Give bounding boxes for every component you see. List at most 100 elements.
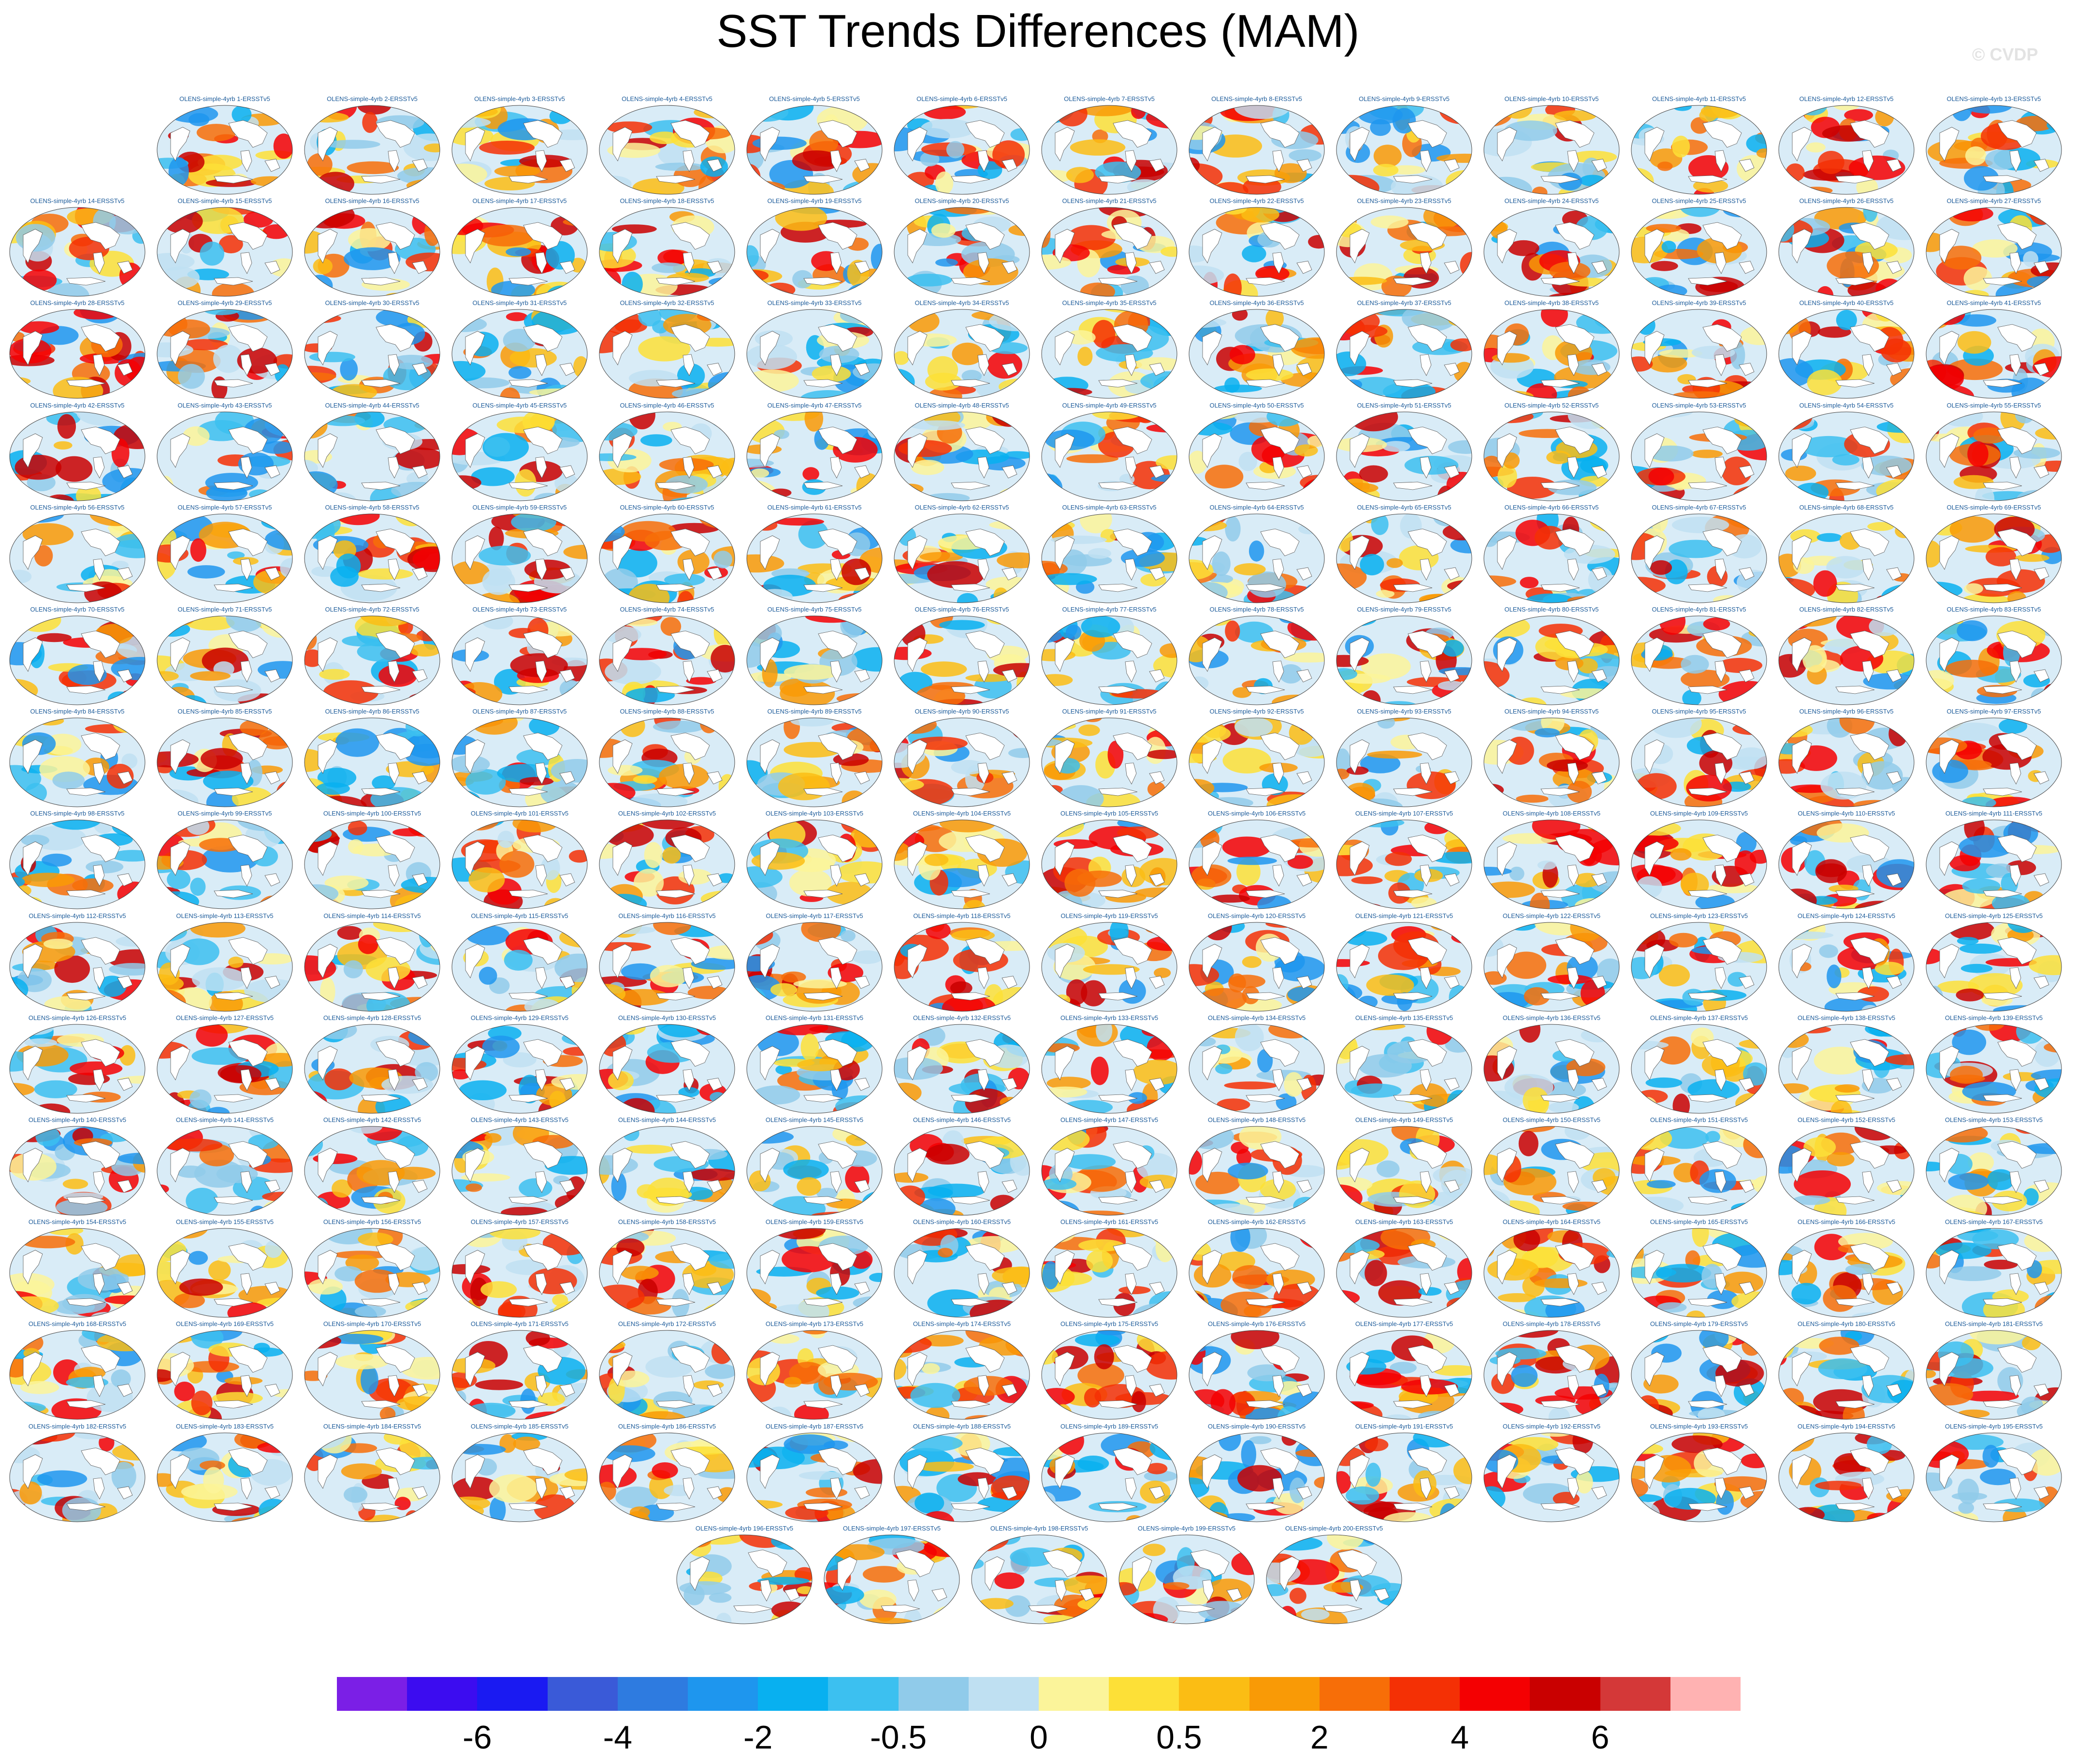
map-panel: OLENS-simple-4yrb 77-ERSSTv5 — [1037, 606, 1182, 707]
map-panel: OLENS-simple-4yrb 181-ERSSTv5 — [1921, 1320, 2066, 1422]
map-panel: OLENS-simple-4yrb 30-ERSSTv5 — [300, 299, 445, 401]
map-panel: OLENS-simple-4yrb 67-ERSSTv5 — [1626, 504, 1771, 605]
map-panel: OLENS-simple-4yrb 135-ERSSTv5 — [1332, 1014, 1477, 1116]
colorbar-box — [617, 1677, 688, 1711]
map-panel: OLENS-simple-4yrb 74-ERSSTv5 — [595, 606, 740, 707]
panel-title: OLENS-simple-4yrb 104-ERSSTv5 — [913, 810, 1011, 817]
panel-map — [451, 1432, 588, 1522]
map-panel: OLENS-simple-4yrb 35-ERSSTv5 — [1037, 299, 1182, 401]
panel-title: OLENS-simple-4yrb 66-ERSSTv5 — [1504, 503, 1599, 511]
colorbar-box — [477, 1677, 548, 1711]
panel-title: OLENS-simple-4yrb 37-ERSSTv5 — [1357, 299, 1452, 307]
colorbar-tick-label: 2 — [1310, 1719, 1329, 1756]
map-panel: OLENS-simple-4yrb 116-ERSSTv5 — [595, 912, 740, 1014]
map-panel: OLENS-simple-4yrb 99-ERSSTv5 — [152, 810, 297, 911]
map-panel: OLENS-simple-4yrb 34-ERSSTv5 — [889, 299, 1034, 401]
panel-map — [451, 819, 588, 909]
panel-map — [1336, 1126, 1472, 1216]
panel-map — [451, 615, 588, 705]
panel-title: OLENS-simple-4yrb 22-ERSSTv5 — [1209, 197, 1304, 205]
panel-map — [1483, 819, 1620, 909]
map-panel: OLENS-simple-4yrb 117-ERSSTv5 — [742, 912, 887, 1014]
panel-title: OLENS-simple-4yrb 42-ERSSTv5 — [30, 401, 125, 409]
panel-map — [304, 1228, 440, 1318]
panel-title: OLENS-simple-4yrb 165-ERSSTv5 — [1650, 1218, 1748, 1226]
panel-map — [599, 207, 735, 297]
panel-title: OLENS-simple-4yrb 25-ERSSTv5 — [1652, 197, 1746, 205]
panel-map — [894, 105, 1030, 195]
panel-title: OLENS-simple-4yrb 98-ERSSTv5 — [30, 810, 125, 817]
panel-map — [1189, 309, 1325, 399]
map-panel: OLENS-simple-4yrb 69-ERSSTv5 — [1921, 504, 2066, 605]
panel-title: OLENS-simple-4yrb 198-ERSSTv5 — [990, 1524, 1089, 1532]
colorbar-box — [1530, 1677, 1601, 1711]
panel-title: OLENS-simple-4yrb 99-ERSSTv5 — [177, 810, 272, 817]
panel-title: OLENS-simple-4yrb 24-ERSSTv5 — [1504, 197, 1599, 205]
map-panel: OLENS-simple-4yrb 87-ERSSTv5 — [447, 708, 592, 809]
panel-map — [451, 1126, 588, 1216]
panel-title: OLENS-simple-4yrb 7-ERSSTv5 — [1064, 95, 1155, 102]
panel-map — [1926, 105, 2062, 195]
panel-title: OLENS-simple-4yrb 96-ERSSTv5 — [1799, 708, 1894, 715]
panel-title: OLENS-simple-4yrb 188-ERSSTv5 — [913, 1422, 1011, 1430]
colorbar-box — [828, 1677, 899, 1711]
panel-map — [894, 1228, 1030, 1318]
map-panel: OLENS-simple-4yrb 72-ERSSTv5 — [300, 606, 445, 707]
panel-title: OLENS-simple-4yrb 141-ERSSTv5 — [175, 1116, 274, 1123]
map-panel: OLENS-simple-4yrb 92-ERSSTv5 — [1184, 708, 1329, 809]
map-panel: OLENS-simple-4yrb 76-ERSSTv5 — [889, 606, 1034, 707]
panel-title: OLENS-simple-4yrb 93-ERSSTv5 — [1357, 708, 1452, 715]
panel-map — [304, 819, 440, 909]
panel-map — [9, 513, 145, 603]
panel-map — [9, 615, 145, 705]
panel-map — [599, 717, 735, 807]
map-panel: OLENS-simple-4yrb 127-ERSSTv5 — [152, 1014, 297, 1116]
panel-title: OLENS-simple-4yrb 170-ERSSTv5 — [323, 1320, 421, 1328]
colorbar-box — [1109, 1677, 1179, 1711]
panel-title: OLENS-simple-4yrb 148-ERSSTv5 — [1207, 1116, 1306, 1123]
panel-map — [304, 1126, 440, 1216]
panel-map — [1336, 717, 1472, 807]
map-panel: OLENS-simple-4yrb 168-ERSSTv5 — [5, 1320, 150, 1422]
panel-map — [1336, 309, 1472, 399]
panel-map — [1336, 1330, 1472, 1420]
panel-map — [1189, 717, 1325, 807]
panel-title: OLENS-simple-4yrb 31-ERSSTv5 — [472, 299, 567, 307]
panel-title: OLENS-simple-4yrb 137-ERSSTv5 — [1650, 1014, 1748, 1021]
map-panel: OLENS-simple-4yrb 23-ERSSTv5 — [1332, 197, 1477, 299]
panel-title: OLENS-simple-4yrb 3-ERSSTv5 — [474, 95, 565, 102]
panel-title: OLENS-simple-4yrb 20-ERSSTv5 — [915, 197, 1009, 205]
map-panel: OLENS-simple-4yrb 98-ERSSTv5 — [5, 810, 150, 911]
panel-map — [676, 1534, 813, 1624]
panel-map — [451, 717, 588, 807]
map-panel: OLENS-simple-4yrb 58-ERSSTv5 — [300, 504, 445, 605]
panel-title: OLENS-simple-4yrb 86-ERSSTv5 — [325, 708, 420, 715]
map-panel: OLENS-simple-4yrb 143-ERSSTv5 — [447, 1116, 592, 1218]
map-panel: OLENS-simple-4yrb 139-ERSSTv5 — [1921, 1014, 2066, 1116]
panel-map — [9, 922, 145, 1012]
map-panel: OLENS-simple-4yrb 79-ERSSTv5 — [1332, 606, 1477, 707]
map-panel: OLENS-simple-4yrb 186-ERSSTv5 — [595, 1423, 740, 1524]
map-panel: OLENS-simple-4yrb 169-ERSSTv5 — [152, 1320, 297, 1422]
panel-map — [157, 1126, 293, 1216]
map-panel: OLENS-simple-4yrb 27-ERSSTv5 — [1921, 197, 2066, 299]
map-panel: OLENS-simple-4yrb 104-ERSSTv5 — [889, 810, 1034, 911]
panel-title: OLENS-simple-4yrb 49-ERSSTv5 — [1062, 401, 1157, 409]
map-panel: OLENS-simple-4yrb 137-ERSSTv5 — [1626, 1014, 1771, 1116]
panel-title: OLENS-simple-4yrb 13-ERSSTv5 — [1946, 95, 2041, 102]
panel-title: OLENS-simple-4yrb 55-ERSSTv5 — [1946, 401, 2041, 409]
panel-title: OLENS-simple-4yrb 6-ERSSTv5 — [916, 95, 1007, 102]
panel-map — [894, 1024, 1030, 1114]
map-panel: OLENS-simple-4yrb 178-ERSSTv5 — [1479, 1320, 1624, 1422]
panel-map — [1631, 1330, 1767, 1420]
panel-map — [1041, 615, 1177, 705]
map-panel: OLENS-simple-4yrb 86-ERSSTv5 — [300, 708, 445, 809]
panel-title: OLENS-simple-4yrb 21-ERSSTv5 — [1062, 197, 1157, 205]
panel-title: OLENS-simple-4yrb 57-ERSSTv5 — [177, 503, 272, 511]
panel-map — [1189, 105, 1325, 195]
panel-map — [1483, 309, 1620, 399]
panel-title: OLENS-simple-4yrb 110-ERSSTv5 — [1798, 810, 1895, 817]
panel-map — [746, 1024, 883, 1114]
map-panel: OLENS-simple-4yrb 170-ERSSTv5 — [300, 1320, 445, 1422]
panel-map — [304, 1024, 440, 1114]
